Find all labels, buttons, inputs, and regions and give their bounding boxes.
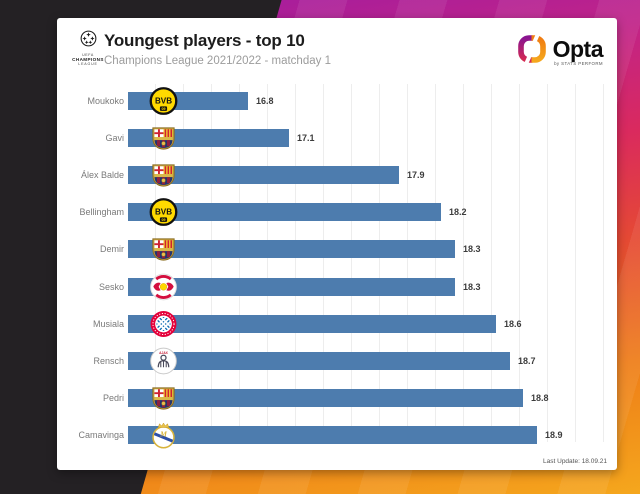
player-name-label: Musiala: [92, 318, 124, 329]
svg-text:BVB: BVB: [154, 96, 171, 105]
player-name-label: Demir: [100, 244, 124, 255]
age-bar: [128, 426, 537, 445]
age-bar: [128, 203, 441, 222]
bar-zone: M 18.9: [128, 417, 607, 454]
opta-logo-icon: [517, 33, 547, 69]
age-value-label: 18.2: [449, 207, 467, 218]
bar-row: Demir 18.3: [69, 231, 607, 268]
bar-zone: 18.6: [128, 305, 607, 342]
fc-barcelona-crest-icon: [149, 235, 178, 264]
bar-zone: 18.8: [128, 380, 607, 417]
bar-zone: BVB 09 18.2: [128, 194, 607, 231]
age-value-label: 18.8: [531, 393, 549, 404]
player-name-label: Sesko: [98, 281, 124, 292]
age-value-label: 18.3: [463, 244, 481, 255]
bar-rows: Moukoko BVB 09 16.8 Gavi: [69, 82, 607, 449]
svg-text:AJAX: AJAX: [159, 351, 169, 355]
fc-barcelona-crest-icon: [149, 123, 178, 152]
age-value-label: 16.8: [256, 95, 274, 106]
age-bar: [128, 165, 399, 184]
bar-zone: 17.9: [128, 156, 607, 193]
stats-perform-tagline: by STATS PERFORM: [554, 60, 603, 66]
uefa-champions-league-logo: UEFA CHAMPIONS LEAGUE: [65, 30, 111, 66]
bar-row: Bellingham BVB 09 18.2: [69, 194, 607, 231]
bar-row: Sesko 18.3: [69, 268, 607, 305]
bar-row: Musiala 18.6: [69, 305, 607, 342]
fc-barcelona-crest-icon: [149, 384, 178, 413]
champions-label: CHAMPIONS: [72, 57, 104, 62]
league-label: LEAGUE: [78, 62, 98, 66]
real-madrid-crest-icon: M: [149, 421, 178, 450]
player-name-label: Rensch: [93, 355, 124, 366]
age-bar: [128, 91, 248, 110]
bar-zone: AJAX 18.7: [128, 342, 607, 379]
age-bar: [128, 389, 523, 408]
svg-text:M: M: [159, 430, 168, 439]
rb-salzburg-crest-icon: [149, 272, 178, 301]
bar-row: Rensch AJAX 18.7: [69, 342, 607, 379]
bar-row: Gavi 17.1: [69, 119, 607, 156]
borussia-dortmund-crest-icon: BVB 09: [149, 86, 178, 115]
age-value-label: 18.6: [504, 318, 522, 329]
svg-text:09: 09: [161, 218, 165, 222]
age-value-label: 17.9: [407, 169, 425, 180]
bar-chart: Moukoko BVB 09 16.8 Gavi: [69, 82, 607, 449]
bar-zone: 18.3: [128, 231, 607, 268]
age-bar: [128, 277, 455, 296]
age-value-label: 18.3: [463, 281, 481, 292]
age-value-label: 18.7: [518, 355, 536, 366]
chart-header: Youngest players - top 10 Champions Leag…: [104, 31, 331, 67]
player-name-label: Camavinga: [78, 430, 124, 441]
svg-text:BVB: BVB: [154, 208, 171, 217]
player-name-label: Moukoko: [87, 95, 124, 106]
last-update-label: Last Update: 18.09.21: [543, 458, 607, 465]
opta-wordmark-block: Opta by STATS PERFORM: [552, 35, 604, 66]
bar-zone: 18.3: [128, 268, 607, 305]
borussia-dortmund-crest-icon: BVB 09: [149, 198, 178, 227]
svg-text:09: 09: [161, 107, 165, 111]
infographic-card: UEFA CHAMPIONS LEAGUE Youngest players -…: [57, 18, 617, 470]
player-name-label: Gavi: [105, 132, 124, 143]
age-value-label: 17.1: [297, 132, 315, 143]
page-subtitle: Champions League 2021/2022 - matchday 1: [104, 55, 331, 67]
age-bar: [128, 314, 496, 333]
age-bar: [128, 351, 510, 370]
opta-brand: Opta by STATS PERFORM: [517, 33, 604, 69]
uefa-champions-league-starball-icon: [80, 30, 97, 51]
bar-row: Pedri 18.8: [69, 380, 607, 417]
age-bar: [128, 240, 455, 259]
bayern-munich-crest-icon: [149, 309, 178, 338]
opta-wordmark: Opta: [552, 35, 604, 62]
uefa-label: UEFA: [82, 53, 94, 57]
player-name-label: Bellingham: [79, 207, 124, 218]
bar-zone: 17.1: [128, 119, 607, 156]
bar-row: Moukoko BVB 09 16.8: [69, 82, 607, 119]
fc-barcelona-crest-icon: [149, 160, 178, 189]
bar-row: Álex Balde 17.9: [69, 156, 607, 193]
player-name-label: Pedri: [102, 393, 124, 404]
player-name-label: Álex Balde: [80, 169, 124, 180]
bar-zone: BVB 09 16.8: [128, 82, 607, 119]
bar-row: Camavinga M 18.9: [69, 417, 607, 454]
afc-ajax-crest-icon: AJAX: [149, 346, 178, 375]
age-value-label: 18.9: [545, 430, 563, 441]
page-title: Youngest players - top 10: [104, 31, 305, 50]
